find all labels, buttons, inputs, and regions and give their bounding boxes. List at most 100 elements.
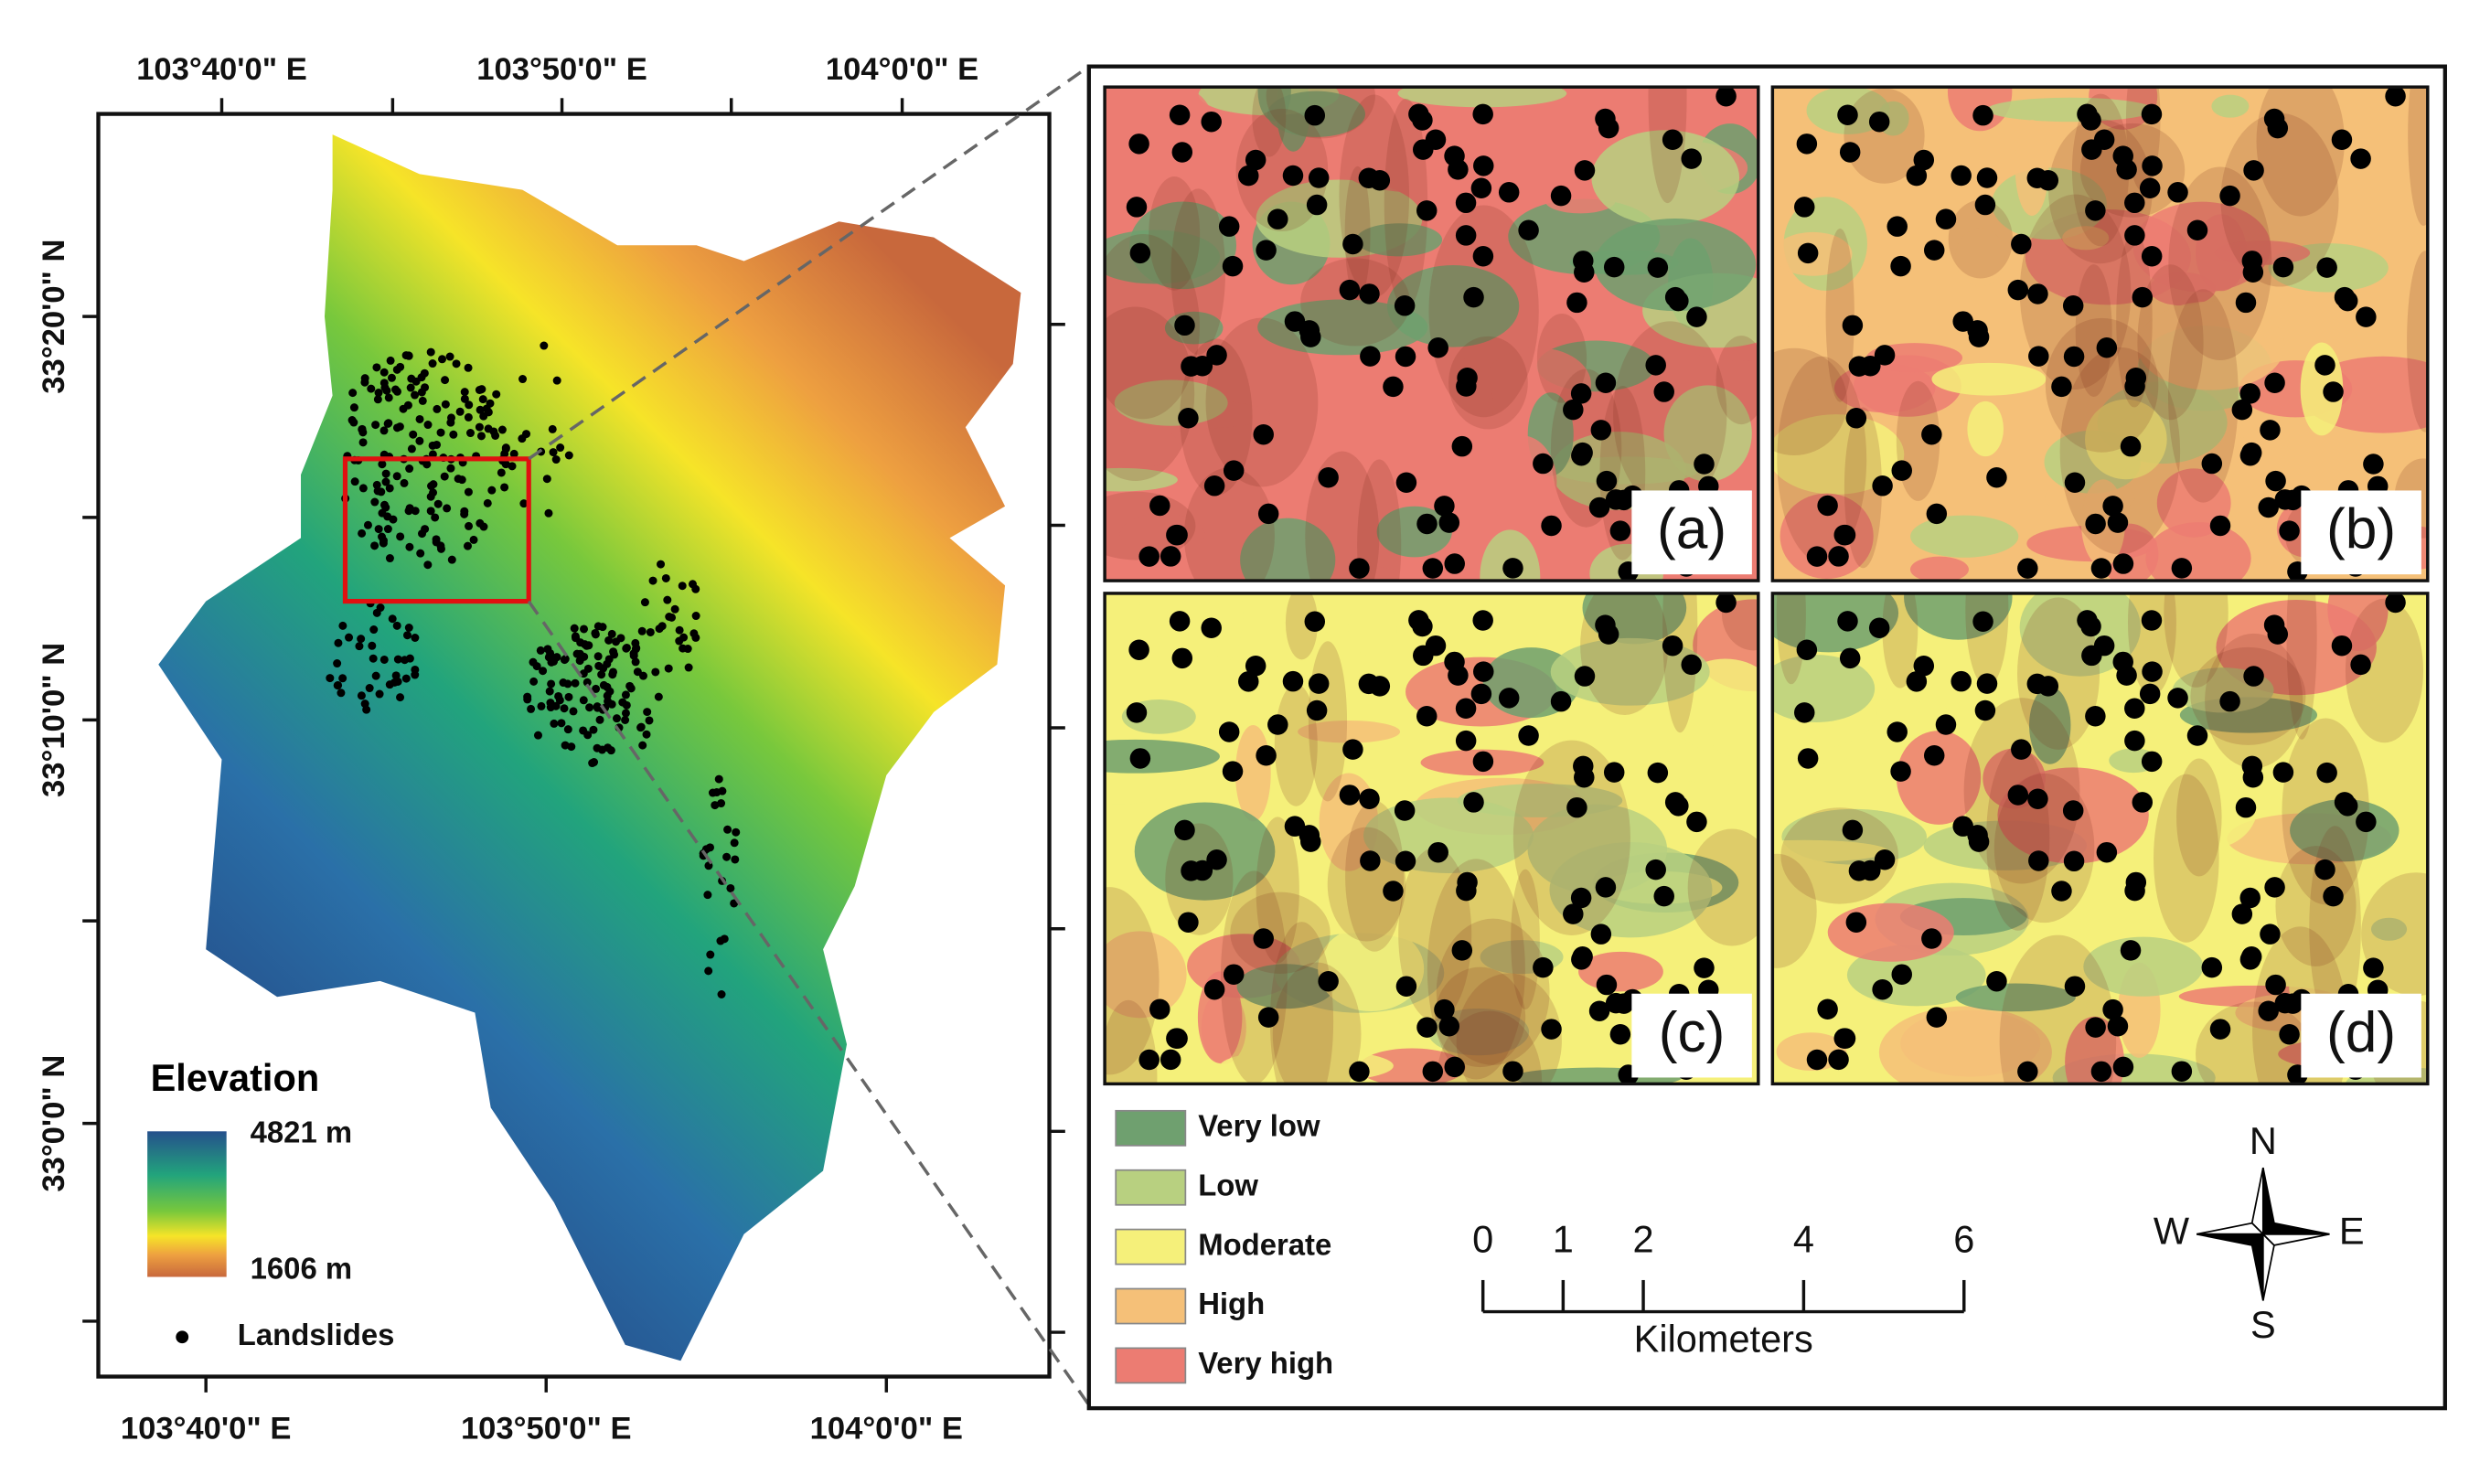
landslide-point (2027, 283, 2048, 304)
class-patch (1386, 265, 1520, 347)
landslide-point (428, 450, 437, 459)
landslide-point (1868, 617, 1890, 639)
landslide-point (1797, 242, 1819, 264)
hillshade (1772, 853, 1817, 968)
landslide-point (326, 674, 335, 683)
landslide-point (2336, 290, 2358, 312)
landslide-point (1935, 714, 1957, 735)
landslide-point (1257, 503, 1279, 525)
landslide-point (731, 855, 740, 864)
landslide-point (571, 632, 580, 641)
landslide-point (518, 375, 528, 384)
landslide-point (1383, 881, 1404, 902)
hillshade (2017, 597, 2100, 750)
landslide-point (1533, 453, 1554, 475)
landslide-point (383, 525, 392, 534)
landslide-point (1223, 460, 1245, 481)
landslide-point (1192, 859, 1213, 881)
landslide-point (1571, 949, 1592, 970)
landslide-point (334, 680, 343, 689)
landslide-point (1794, 197, 1815, 218)
landslide-point (1541, 515, 1562, 537)
longitude-label: 103°40'0" E (136, 52, 307, 87)
landslide-point (545, 687, 554, 696)
map-frame (96, 112, 1052, 1379)
landslide-point (2171, 1061, 2193, 1082)
landslide-point (1360, 850, 1381, 871)
legend-swatch (1115, 1347, 1187, 1384)
landslide-point (2132, 286, 2154, 308)
landslide-point (373, 486, 382, 496)
landslide-point (360, 378, 369, 387)
landslide-point (385, 680, 394, 689)
landslide-point (350, 477, 359, 486)
landslide-point (1541, 1019, 1562, 1040)
landslide-point (2186, 219, 2208, 241)
landslide-point (333, 659, 342, 668)
landslide-point (1573, 755, 1594, 777)
landslide-point (1845, 912, 1867, 933)
north-arrow (2196, 1167, 2330, 1301)
landslide-point (1694, 957, 1715, 978)
class-patch (1105, 230, 1221, 284)
landslide-point (2385, 593, 2406, 614)
landslide-point (381, 469, 390, 478)
landslide-point (372, 608, 381, 617)
landslide-point (2241, 251, 2263, 272)
landslide-point (1686, 306, 1707, 327)
landslide-point (420, 368, 429, 378)
hillshade (1256, 817, 1299, 964)
landslide-point (2142, 661, 2163, 682)
landslide-point (1171, 142, 1193, 163)
landslide-point (2063, 346, 2085, 368)
class-patch (1909, 556, 1969, 582)
landslide-point (1448, 665, 1469, 686)
landslide-point (1828, 1049, 1849, 1071)
landslide-point (1796, 133, 1818, 155)
hillshade (2116, 231, 2153, 408)
landslide-point (403, 631, 412, 640)
landslide-point (2356, 811, 2377, 833)
landslide-point (1926, 1007, 1948, 1028)
landslide-point (447, 413, 456, 422)
landslide-point (1395, 976, 1417, 997)
landslide-point (612, 714, 621, 723)
landslide-point (1360, 346, 1381, 367)
landslide-point (1422, 558, 1444, 579)
landslide-point (428, 441, 437, 450)
landslide-point (372, 480, 381, 489)
landslide-point (1574, 666, 1596, 687)
landslide-point (357, 635, 366, 644)
landslide-point (1935, 208, 1957, 230)
landslide-point (433, 499, 443, 508)
landslide-point (1422, 1061, 1444, 1083)
landslide-point (2120, 940, 2142, 961)
panel-label-box (1631, 490, 1752, 575)
landslide-point (1282, 165, 1304, 187)
landslide-point (411, 507, 420, 516)
landslide-point (1595, 108, 1616, 130)
hillshade (1183, 467, 1275, 582)
panel-border (1770, 85, 2430, 582)
landslide-point (365, 684, 374, 693)
landslide-point (1653, 381, 1674, 402)
hillshade (1269, 922, 1334, 1084)
landslide-point (1806, 546, 1828, 567)
landslide-point (1178, 912, 1199, 933)
landslide-point (584, 641, 593, 650)
susceptibility-map (1772, 87, 2428, 582)
landslide-point (678, 582, 687, 591)
landslide-point (604, 635, 614, 645)
scale-label: 6 (1953, 1217, 1974, 1260)
latitude-label: 33°20'0" N (37, 239, 71, 393)
landslide-point (580, 652, 589, 661)
landslide-point (1574, 160, 1596, 181)
landslide-point (1645, 355, 1666, 376)
landslide-point (2116, 665, 2137, 686)
landslide-point (483, 498, 492, 507)
landslide-point (475, 422, 484, 432)
landslide-point (358, 428, 368, 437)
landslide-point (1837, 611, 1858, 632)
landslide-point (1253, 423, 1274, 445)
hillshade (1772, 347, 1848, 455)
